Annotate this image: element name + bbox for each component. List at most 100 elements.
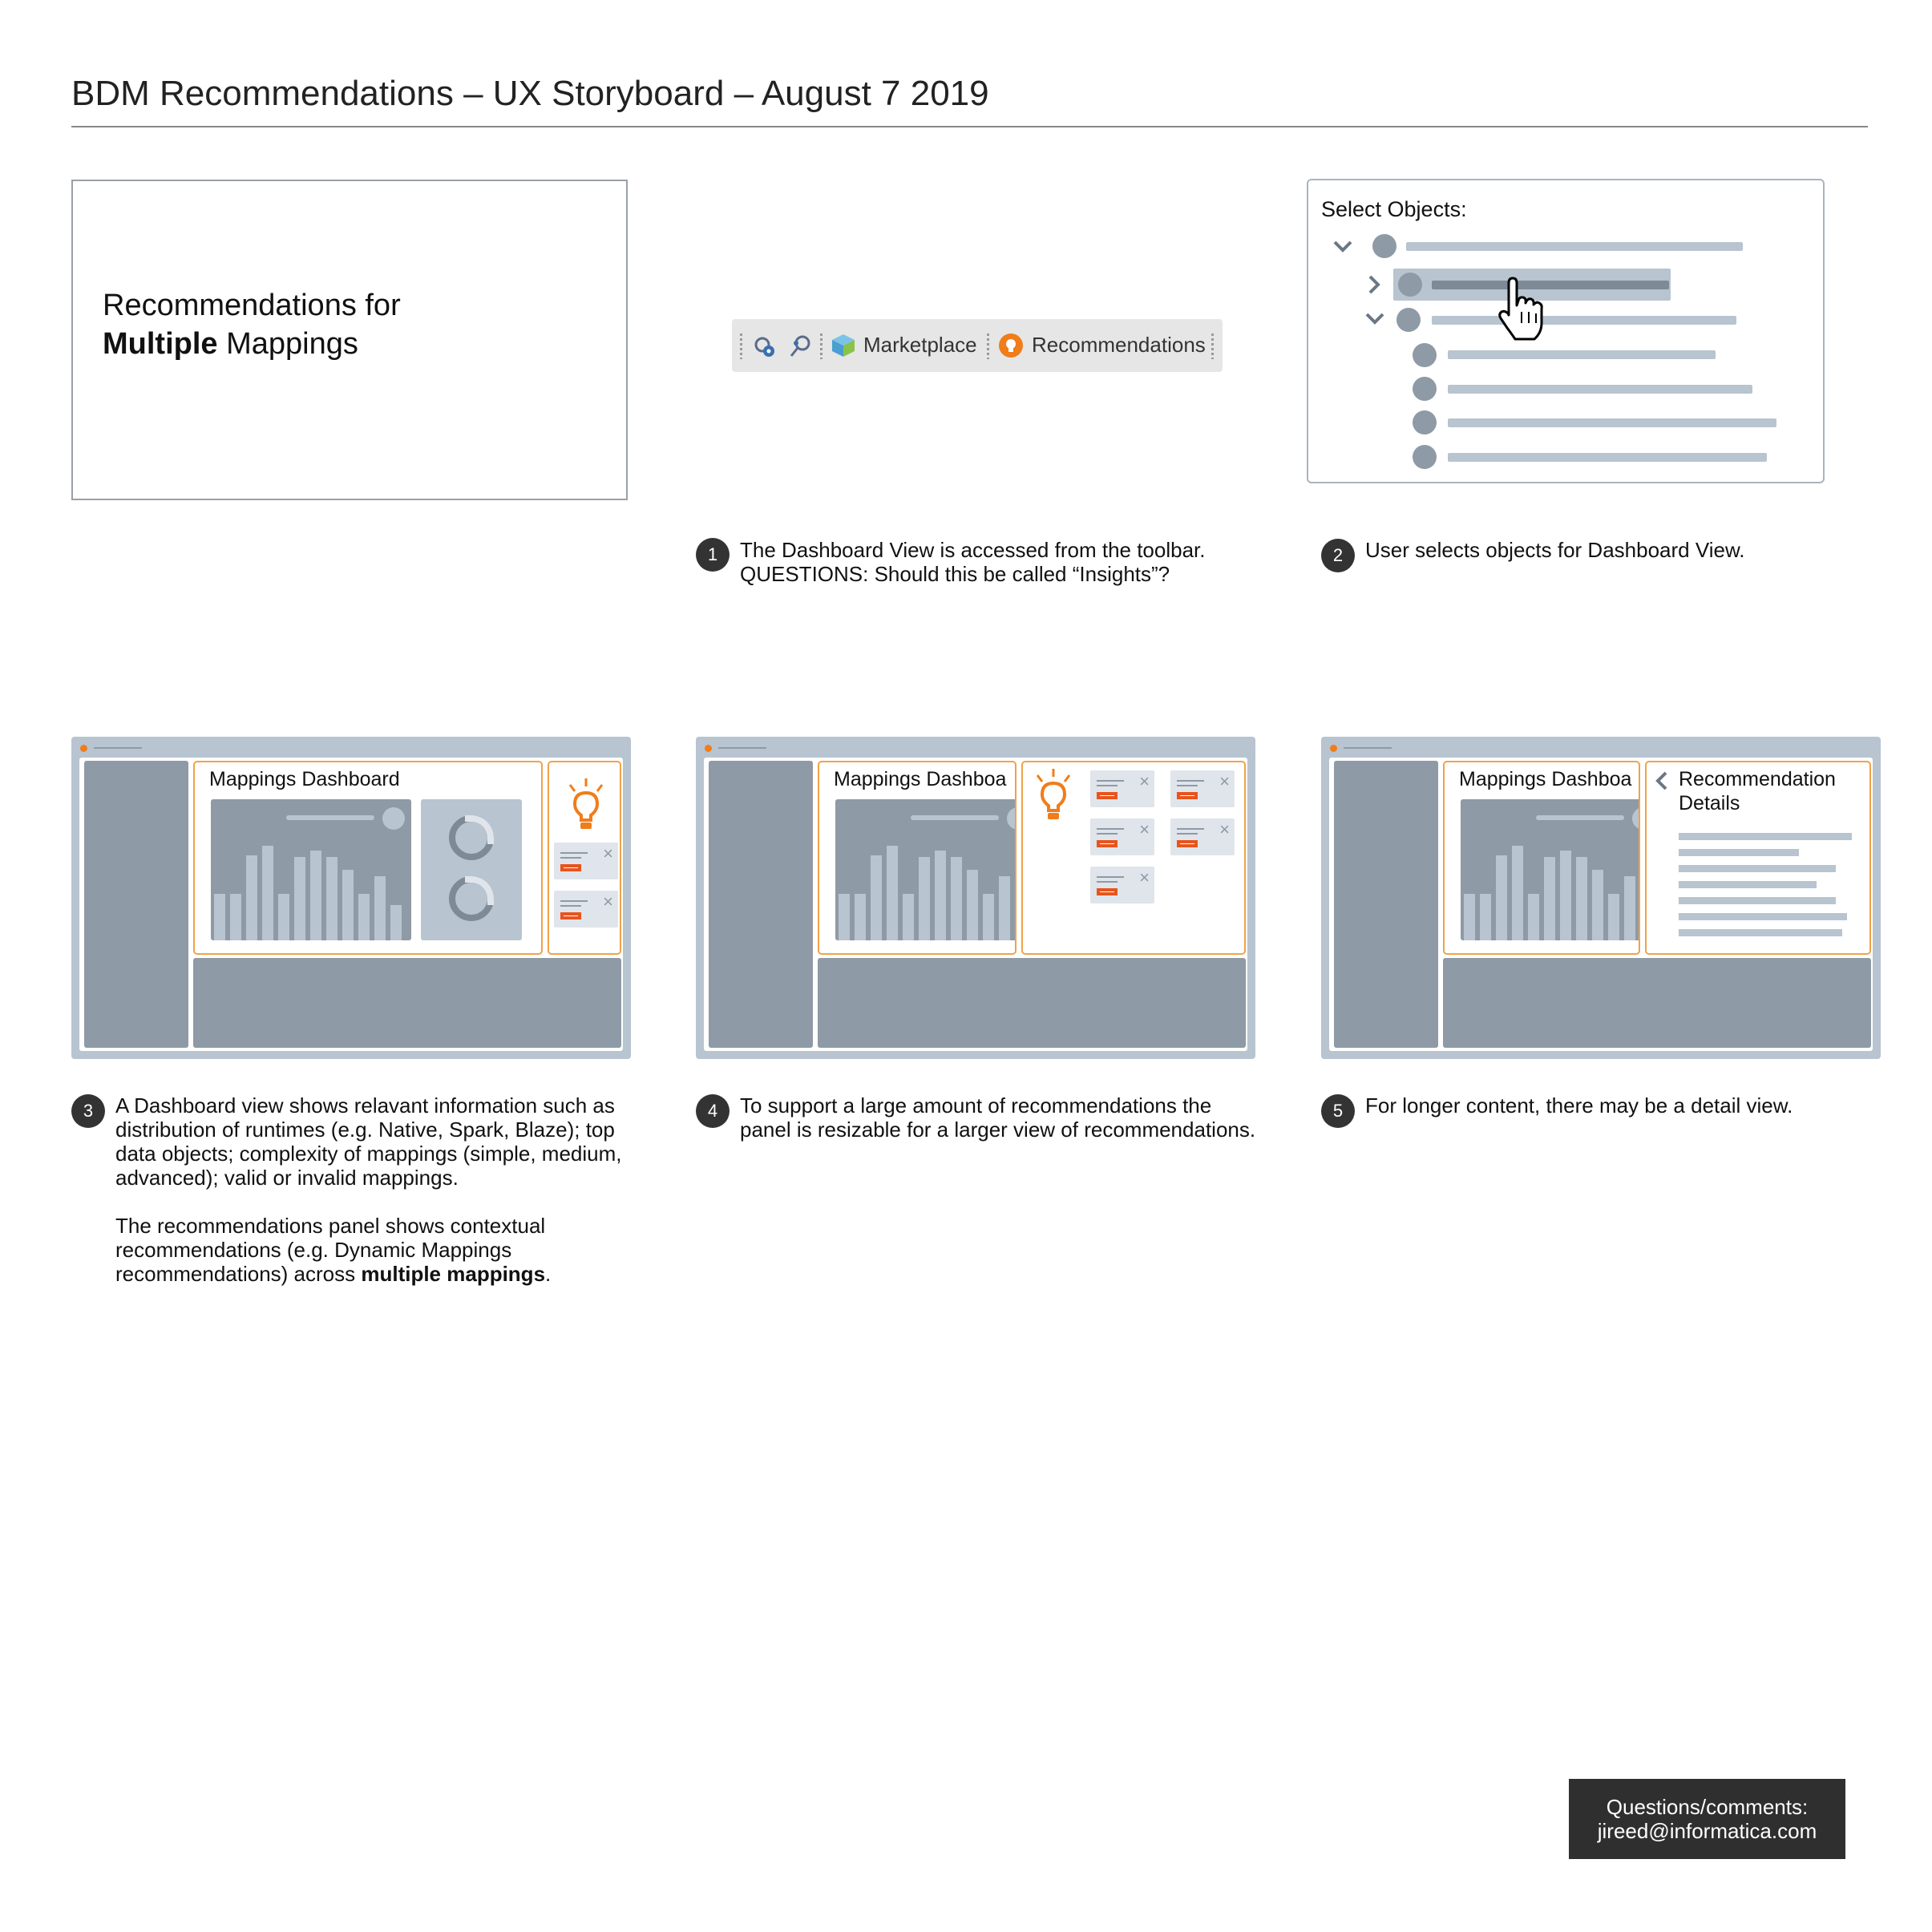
caption-line: The Dashboard View is accessed from the …	[740, 538, 1206, 562]
dashboard-title: Mappings Dashboard	[209, 768, 400, 790]
window-title-line	[1344, 747, 1392, 749]
window-dot	[80, 745, 87, 752]
caption-text: .	[545, 1262, 552, 1286]
tree-item[interactable]	[1448, 385, 1752, 394]
tree-node-icon	[1372, 234, 1396, 258]
toolbar-recommendations-button[interactable]: Recommendations	[1032, 333, 1206, 357]
dashboard-title: Mappings Dashboa	[834, 768, 1007, 790]
runtime-bar-chart	[1461, 799, 1639, 940]
recommendation-card[interactable]: ×	[1090, 770, 1154, 807]
contact-email-link[interactable]: jireed@informatica.com	[1597, 1819, 1817, 1843]
chevron-down-icon[interactable]	[1364, 311, 1385, 325]
detail-text-line	[1679, 849, 1799, 856]
detail-text-line	[1679, 897, 1836, 904]
chart-bar	[871, 855, 882, 940]
hand-cursor-icon	[1498, 277, 1543, 341]
step-number-badge: 4	[696, 1094, 730, 1128]
tree-item[interactable]	[1448, 453, 1767, 462]
chart-bar	[887, 846, 898, 940]
step-number-badge: 3	[71, 1094, 105, 1128]
details-title-line-1: Recommendation	[1679, 768, 1836, 790]
close-icon[interactable]: ×	[1219, 771, 1230, 791]
step-5-caption: For longer content, there may be a detai…	[1365, 1093, 1793, 1118]
detail-text-line	[1679, 865, 1836, 872]
recommendations-bulb-icon	[999, 333, 1023, 358]
chart-bar	[294, 857, 305, 940]
close-icon[interactable]: ×	[1139, 867, 1150, 887]
close-icon[interactable]: ×	[1219, 819, 1230, 839]
chart-bar	[1496, 855, 1507, 940]
chart-bar	[246, 855, 257, 940]
step-number-badge: 5	[1321, 1094, 1355, 1128]
chart-bar	[839, 894, 850, 940]
search-inspect-icon[interactable]	[786, 332, 815, 361]
dashboard-mockup-step-5: Mappings Dashboa Recommendation Details	[1321, 737, 1881, 1059]
chart-title-placeholder	[911, 815, 999, 820]
chart-bar	[903, 894, 914, 940]
chart-bar	[374, 876, 386, 940]
chart-bar	[310, 851, 321, 940]
recommendation-card[interactable]: ×	[554, 843, 618, 879]
left-nav-pane	[1334, 761, 1438, 1048]
window-body: Mappings Dashboa	[704, 758, 1247, 1051]
chart-bar	[262, 846, 273, 940]
tree-item[interactable]	[1432, 316, 1736, 325]
run-settings-icon[interactable]	[750, 332, 778, 361]
chart-legend-dot	[1007, 807, 1015, 830]
chart-bar	[214, 894, 225, 940]
tree-node-icon	[1398, 273, 1422, 297]
contact-box: Questions/comments: jireed@informatica.c…	[1569, 1779, 1845, 1859]
title-divider	[71, 126, 1868, 127]
caption-paragraph: A Dashboard view shows relavant informat…	[115, 1093, 622, 1190]
page-title: BDM Recommendations – UX Storyboard – Au…	[71, 74, 989, 113]
close-icon[interactable]: ×	[1139, 771, 1150, 791]
chart-bar	[967, 870, 978, 940]
intro-line-1: Recommendations for	[103, 289, 401, 322]
window-title-line	[94, 747, 142, 749]
mappings-dashboard-panel: Mappings Dashboa	[1443, 761, 1640, 955]
recommendation-card[interactable]: ×	[1090, 818, 1154, 855]
select-objects-label: Select Objects:	[1321, 197, 1467, 221]
chevron-right-icon[interactable]	[1367, 274, 1381, 295]
intro-heading: Recommendations for Multiple Mappings	[103, 286, 401, 363]
tree-item[interactable]	[1448, 418, 1776, 427]
recommendation-card[interactable]: ×	[1090, 867, 1154, 903]
chart-bar	[342, 870, 354, 940]
chart-bar	[1544, 857, 1555, 940]
chevron-left-icon[interactable]	[1655, 770, 1669, 791]
step-number-badge: 2	[1321, 539, 1355, 572]
chart-bar	[1624, 876, 1635, 940]
runtime-bar-chart	[835, 799, 1015, 940]
tree-item[interactable]	[1448, 350, 1716, 359]
recommendation-card[interactable]: ×	[554, 891, 618, 928]
donut-chart	[449, 876, 494, 921]
step-1-caption: The Dashboard View is accessed from the …	[740, 538, 1206, 586]
chart-bar	[1560, 851, 1571, 940]
close-icon[interactable]: ×	[1139, 819, 1150, 839]
chart-bar	[230, 894, 241, 940]
chart-title-placeholder	[1536, 815, 1624, 820]
toolbar-separator	[820, 333, 823, 359]
mappings-dashboard-panel: Mappings Dashboa	[818, 761, 1017, 955]
step-3-caption: A Dashboard view shows relavant informat…	[115, 1093, 645, 1286]
intro-rest: Mappings	[217, 327, 358, 361]
chevron-down-icon[interactable]	[1332, 239, 1353, 253]
window-title-line	[718, 747, 766, 749]
left-nav-pane	[84, 761, 188, 1048]
tree-item-root[interactable]	[1406, 242, 1743, 251]
recommendation-card[interactable]: ×	[1170, 770, 1235, 807]
close-icon[interactable]: ×	[603, 891, 613, 911]
dashboard-title: Mappings Dashboa	[1459, 768, 1632, 790]
close-icon[interactable]: ×	[603, 843, 613, 863]
chart-bar	[919, 857, 930, 940]
tree-node-icon	[1413, 445, 1437, 469]
recommendation-card[interactable]: ×	[1170, 818, 1235, 855]
step-4-caption: To support a large amount of recommendat…	[740, 1093, 1255, 1142]
recommendations-panel-expanded: × × × × ×	[1021, 761, 1246, 955]
toolbar-marketplace-button[interactable]: Marketplace	[863, 333, 977, 357]
toolbar-separator	[740, 333, 742, 359]
chart-bar	[1512, 846, 1523, 940]
chart-bar	[1528, 894, 1539, 940]
detail-text-line	[1679, 881, 1817, 888]
tree-item-selected[interactable]	[1432, 281, 1669, 289]
